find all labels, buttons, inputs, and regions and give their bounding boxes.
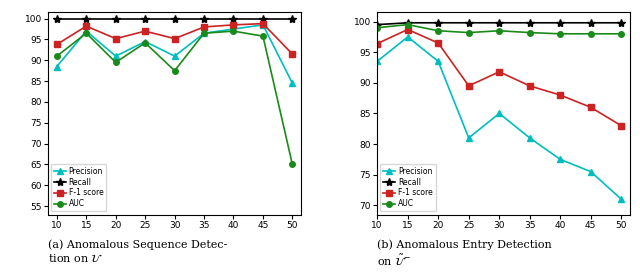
Recall xyxy=(289,17,296,21)
Precision xyxy=(435,60,442,63)
AUC xyxy=(259,34,267,38)
AUC xyxy=(200,32,208,35)
Precision xyxy=(141,40,149,43)
F-1 score xyxy=(587,106,595,109)
F-1 score xyxy=(435,41,442,45)
F-1 score xyxy=(618,124,625,127)
Line: Precision: Precision xyxy=(54,22,295,86)
F-1 score xyxy=(526,84,534,87)
Line: Recall: Recall xyxy=(52,15,296,23)
Precision xyxy=(373,60,381,63)
Recall xyxy=(83,17,90,21)
AUC xyxy=(495,29,503,32)
Line: F-1 score: F-1 score xyxy=(54,21,295,57)
AUC xyxy=(141,41,149,45)
AUC xyxy=(556,32,564,35)
Precision xyxy=(171,54,179,58)
Precision xyxy=(83,29,90,33)
AUC xyxy=(465,31,472,34)
F-1 score xyxy=(171,37,179,40)
Text: (b) Anomalous Entry Detection
on $\tilde{\mathcal{U}}^{-}$: (b) Anomalous Entry Detection on $\tilde… xyxy=(377,239,552,268)
Recall xyxy=(112,17,120,21)
Recall xyxy=(53,17,61,21)
F-1 score xyxy=(200,25,208,29)
Recall xyxy=(373,23,381,26)
AUC xyxy=(83,32,90,35)
F-1 score xyxy=(112,37,120,40)
F-1 score xyxy=(83,24,90,28)
Recall xyxy=(465,21,472,24)
Recall xyxy=(171,17,179,21)
Text: (a) Anomalous Sequence Detec-
tion on $\mathcal{U}$: (a) Anomalous Sequence Detec- tion on $\… xyxy=(48,239,227,264)
F-1 score xyxy=(259,22,267,25)
Line: Recall: Recall xyxy=(373,19,625,29)
Recall xyxy=(495,21,503,24)
F-1 score xyxy=(495,70,503,73)
Recall xyxy=(556,21,564,24)
F-1 score xyxy=(404,28,412,31)
Precision xyxy=(200,32,208,35)
AUC xyxy=(112,61,120,64)
Precision xyxy=(587,170,595,173)
Recall xyxy=(618,21,625,24)
Recall xyxy=(200,17,208,21)
AUC xyxy=(171,69,179,72)
Precision xyxy=(556,158,564,161)
Precision xyxy=(289,82,296,85)
Recall xyxy=(404,21,412,24)
Recall xyxy=(259,17,267,21)
AUC xyxy=(230,29,237,33)
F-1 score xyxy=(373,42,381,45)
F-1 score xyxy=(465,84,472,87)
F-1 score xyxy=(230,23,237,26)
Line: AUC: AUC xyxy=(374,22,624,37)
Precision xyxy=(259,23,267,26)
AUC xyxy=(404,23,412,26)
Legend: Precision, Recall, F-1 score, AUC: Precision, Recall, F-1 score, AUC xyxy=(380,164,436,211)
Legend: Precision, Recall, F-1 score, AUC: Precision, Recall, F-1 score, AUC xyxy=(51,164,106,211)
Line: Precision: Precision xyxy=(374,34,624,202)
AUC xyxy=(618,32,625,35)
Precision xyxy=(495,112,503,115)
AUC xyxy=(587,32,595,35)
Recall xyxy=(230,17,237,21)
Precision xyxy=(526,136,534,140)
F-1 score xyxy=(289,53,296,56)
AUC xyxy=(53,54,61,58)
Recall xyxy=(526,21,534,24)
AUC xyxy=(373,26,381,29)
Precision xyxy=(112,54,120,58)
Precision xyxy=(53,65,61,68)
Line: F-1 score: F-1 score xyxy=(374,27,624,128)
AUC xyxy=(289,163,296,166)
F-1 score xyxy=(53,43,61,46)
Recall xyxy=(587,21,595,24)
Precision xyxy=(618,197,625,201)
Precision xyxy=(230,28,237,31)
Line: AUC: AUC xyxy=(54,28,295,167)
AUC xyxy=(526,31,534,34)
Recall xyxy=(141,17,149,21)
AUC xyxy=(435,29,442,32)
Precision xyxy=(404,35,412,39)
Recall xyxy=(435,21,442,24)
F-1 score xyxy=(556,94,564,97)
Precision xyxy=(465,136,472,140)
F-1 score xyxy=(141,29,149,33)
